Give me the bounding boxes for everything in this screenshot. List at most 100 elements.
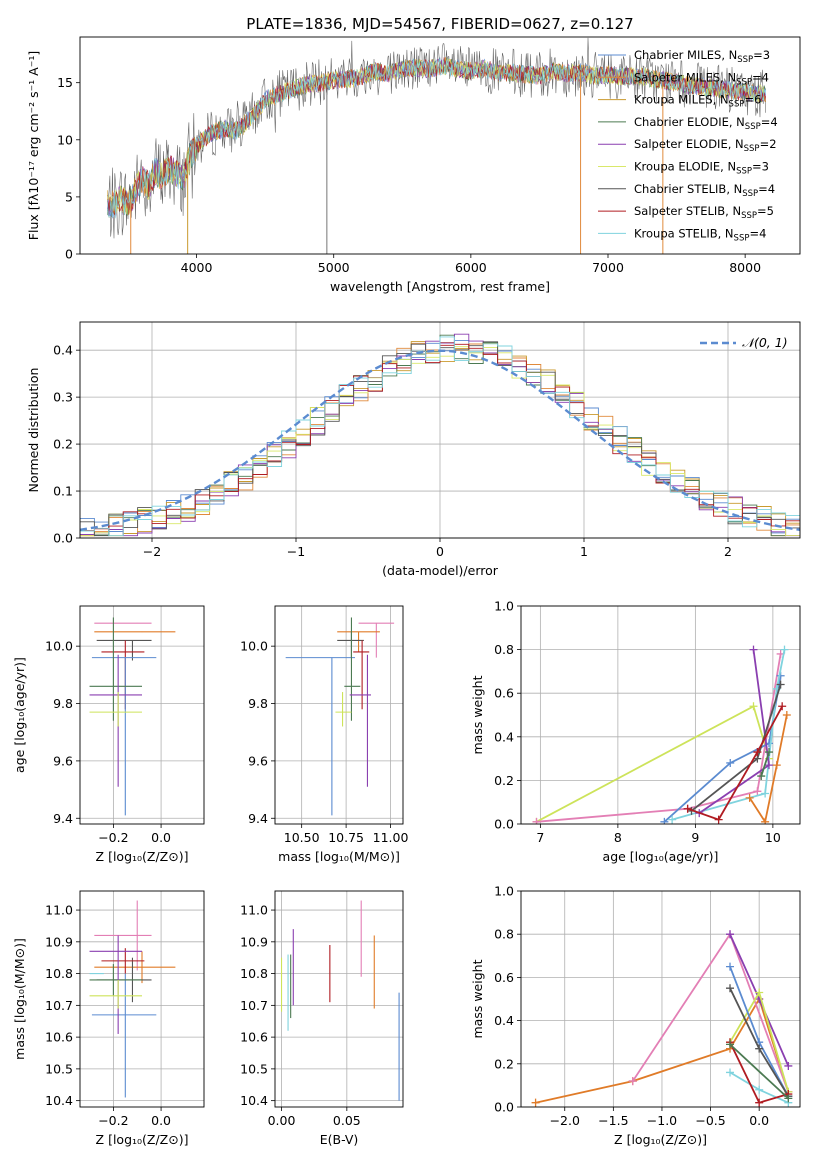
age_vs_mass-xtick-label: 11.00 bbox=[373, 830, 409, 845]
weight_vs_age-marker bbox=[753, 787, 762, 796]
weight_vs_Z-marker bbox=[726, 1040, 735, 1049]
age_vs_Z-ytick-label: 10.0 bbox=[45, 639, 73, 654]
weight_vs_Z-ytick-label: 0.2 bbox=[494, 1056, 514, 1071]
spectrum-ytick-label: 5 bbox=[65, 189, 73, 204]
age_vs_mass-xtick-label: 10.50 bbox=[284, 830, 320, 845]
mass_vs_ebv-ytick-label: 11.0 bbox=[240, 903, 268, 918]
legend-label-sub: SSP bbox=[736, 167, 752, 177]
weight_vs_age-series-8 bbox=[760, 751, 770, 777]
legend-label-2: Kroupa MILES, NSSP=6 bbox=[634, 93, 761, 110]
weight_vs_age-axes: 7 8 9 10 0.0 0.2 0.4 0.6 0.8 1.0 age [log₁₀(age/yr… bbox=[470, 599, 800, 864]
age_vs_Z-ytick-label: 9.8 bbox=[53, 696, 73, 711]
residuals-ytick-label: 0.4 bbox=[53, 343, 73, 358]
weight_vs_Z-marker bbox=[755, 1085, 764, 1094]
residuals-xtick-label: 2 bbox=[724, 544, 732, 559]
age_vs_mass-ytick-label: 10.0 bbox=[240, 639, 268, 654]
age_vs_mass-ytick-label: 9.4 bbox=[248, 811, 268, 826]
weight_vs_Z-marker bbox=[726, 984, 735, 993]
legend-label-suffix: =5 bbox=[757, 204, 774, 218]
residual-histogram-8 bbox=[80, 336, 800, 538]
legend-label-sub: SSP bbox=[729, 100, 745, 110]
legend-label-3: Chabrier ELODIE, NSSP=4 bbox=[634, 115, 778, 132]
legend-label-suffix: =4 bbox=[752, 70, 769, 84]
mass_vs_Z-ytick-label: 10.7 bbox=[45, 998, 73, 1013]
legend-label-name: Salpeter STELIB, N bbox=[634, 204, 741, 218]
mass_vs_Z-point-1 bbox=[94, 951, 176, 984]
weight_vs_age-xlabel: age [log₁₀(age/yr)] bbox=[603, 849, 719, 864]
mass_vs_Z-ytick-label: 10.4 bbox=[45, 1093, 73, 1108]
age_vs_Z-point-0 bbox=[94, 622, 152, 624]
age_vs_Z-point-7 bbox=[89, 692, 142, 727]
residuals-xtick-label: 1 bbox=[580, 544, 588, 559]
age_vs_mass-point-0 bbox=[358, 622, 395, 658]
spectrum-xtick-label: 4000 bbox=[181, 260, 213, 275]
weight_vs_age-marker bbox=[726, 758, 735, 767]
legend-label-0: Chabrier MILES, NSSP=3 bbox=[634, 48, 770, 65]
age_vs_mass-xtick-label: 10.75 bbox=[328, 830, 364, 845]
mass_vs_Z-ytick-label: 10.8 bbox=[45, 966, 73, 981]
spectrum-title: PLATE=1836, MJD=54567, FIBERID=0627, z=0… bbox=[246, 15, 633, 33]
weight_vs_Z-ytick-label: 0.0 bbox=[494, 1100, 514, 1115]
age_vs_Z-xlabel: Z [log₁₀(Z/Z⊙)] bbox=[96, 849, 189, 864]
mass_vs_Z-ytick-label: 11.0 bbox=[45, 903, 73, 918]
residuals-ytick-label: 0.1 bbox=[53, 484, 73, 499]
legend-label-suffix: =4 bbox=[761, 115, 778, 129]
weight_vs_age-ytick-label: 0.8 bbox=[494, 642, 514, 657]
weight_vs_age-marker bbox=[776, 680, 785, 689]
mass_vs_Z-xtick-label: −0.2 bbox=[98, 1113, 128, 1128]
weight_vs_Z-marker bbox=[784, 1094, 793, 1103]
legend-label-suffix: =4 bbox=[758, 182, 775, 196]
weight_vs_Z-ytick-label: 0.8 bbox=[494, 927, 514, 942]
weight_vs_age-xtick-label: 7 bbox=[536, 830, 544, 845]
weight_vs_age-ylabel: mass weight bbox=[470, 675, 485, 754]
weight_vs_Z-ytick-label: 0.4 bbox=[494, 1013, 514, 1028]
weight_vs_Z-marker bbox=[755, 1044, 764, 1053]
legend-label-suffix: =3 bbox=[753, 48, 770, 62]
mass_vs_Z-axes: −0.2 0.0 10.4 10.5 10.6 10.7 10.8 10.9 11.0 Z [lo… bbox=[12, 891, 204, 1147]
mass_vs_ebv-frame bbox=[274, 890, 404, 1108]
weight_vs_age-marker bbox=[745, 793, 754, 802]
mass_vs_Z-point-8 bbox=[89, 973, 104, 975]
legend-label-6: Chabrier STELIB, NSSP=4 bbox=[634, 182, 775, 199]
weight_vs_age-marker bbox=[765, 761, 773, 770]
weight_vs_age-ytick-label: 1.0 bbox=[494, 599, 514, 614]
spectrum-ytick-label: 15 bbox=[57, 75, 73, 90]
legend-label-name: Kroupa STELIB, N bbox=[634, 226, 734, 240]
age_vs_Z-ytick-label: 9.6 bbox=[53, 753, 73, 768]
residuals-ylabel: Normed distribution bbox=[26, 368, 41, 493]
spectrum-xtick-label: 7000 bbox=[592, 260, 624, 275]
weight_vs_age-marker bbox=[749, 645, 758, 654]
weight_vs_Z-ylabel: mass weight bbox=[470, 959, 485, 1038]
mass_vs_ebv-ytick-label: 10.4 bbox=[240, 1093, 268, 1108]
legend-label-4: Salpeter ELODIE, NSSP=2 bbox=[634, 137, 777, 154]
legend-label-sub: SSP bbox=[736, 77, 752, 87]
mass_vs_Z-ytick-label: 10.5 bbox=[45, 1061, 73, 1076]
legend-label-suffix: =2 bbox=[760, 137, 777, 151]
mass_vs_ebv-xtick-label: 0.00 bbox=[268, 1113, 296, 1128]
weight_vs_age-marker bbox=[765, 748, 773, 757]
legend-label-name: Chabrier ELODIE, N bbox=[634, 115, 745, 129]
weight_vs_age-marker bbox=[780, 645, 789, 654]
weight_vs_Z-axes: −2.0 −1.5 −1.0 −0.5 0.0 0.0 0.2 0.4 0.6 0.8 1.0 Z [… bbox=[470, 884, 800, 1147]
mass_vs_Z-xtick-label: 0.0 bbox=[151, 1113, 171, 1128]
age_vs_Z-ytick-label: 9.4 bbox=[53, 811, 73, 826]
weight_vs_Z-marker bbox=[628, 1077, 637, 1086]
weight_vs_age-marker bbox=[714, 815, 723, 824]
legend-label-suffix: =6 bbox=[744, 93, 761, 107]
legend-label-name: Chabrier MILES, N bbox=[634, 48, 737, 62]
legend-label-normal: 𝒩(0, 1) bbox=[742, 335, 788, 350]
legend-label-name: Salpeter ELODIE, N bbox=[634, 137, 744, 151]
weight_vs_age-series-7 bbox=[748, 714, 788, 824]
weight_vs_age-xtick-label: 8 bbox=[614, 830, 622, 845]
spectrum-xlabel: wavelength [Angstrom, rest frame] bbox=[330, 279, 550, 294]
residuals-xtick-label: 0 bbox=[436, 544, 444, 559]
weight_vs_Z-marker bbox=[784, 1061, 793, 1070]
mass_vs_Z-frame bbox=[79, 890, 205, 1108]
age_vs_mass-point-1 bbox=[337, 631, 380, 652]
age_vs_Z-ylabel: age [log₁₀(age/yr)] bbox=[12, 657, 27, 773]
age_vs_mass-point-4 bbox=[285, 657, 355, 816]
weight_vs_age-ytick-label: 0.4 bbox=[494, 729, 514, 744]
